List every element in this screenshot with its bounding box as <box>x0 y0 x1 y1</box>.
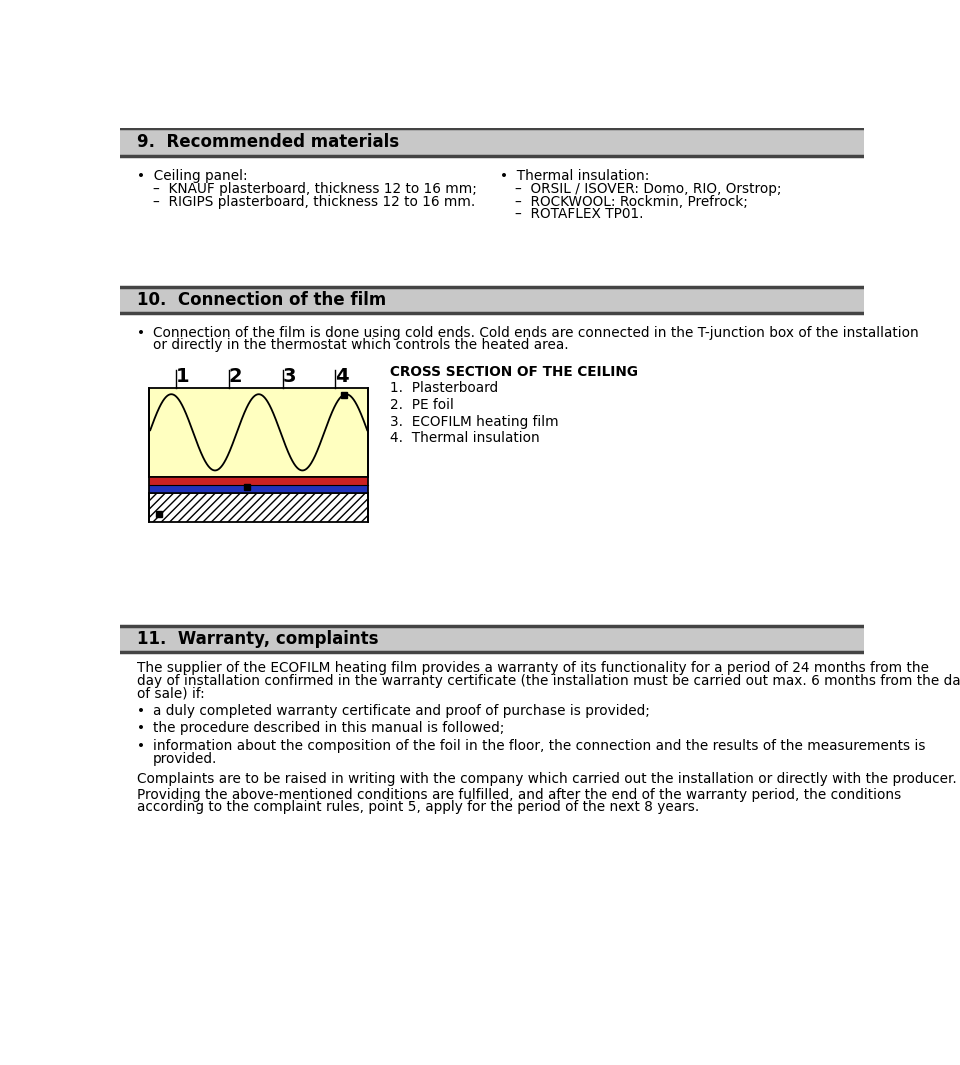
Text: or directly in the thermostat which controls the heated area.: or directly in the thermostat which cont… <box>153 339 568 353</box>
Text: –  KNAUF plasterboard, thickness 12 to 16 mm;: – KNAUF plasterboard, thickness 12 to 16… <box>153 182 476 196</box>
Text: 11.  Warranty, complaints: 11. Warranty, complaints <box>137 630 378 649</box>
Text: 1.  Plasterboard: 1. Plasterboard <box>390 381 498 395</box>
Bar <box>150 477 368 485</box>
Text: –  ROCKWOOL: Rockmin, Prefrock;: – ROCKWOOL: Rockmin, Prefrock; <box>516 195 748 209</box>
Text: 4.  Thermal insulation: 4. Thermal insulation <box>390 431 540 445</box>
Bar <box>120 626 864 652</box>
Text: provided.: provided. <box>153 752 217 766</box>
Text: •: • <box>137 721 145 736</box>
Bar <box>120 288 864 313</box>
Text: 9.  Recommended materials: 9. Recommended materials <box>137 133 399 150</box>
Text: •  Thermal insulation:: • Thermal insulation: <box>500 169 649 183</box>
Text: –  RIGIPS plasterboard, thickness 12 to 16 mm.: – RIGIPS plasterboard, thickness 12 to 1… <box>153 195 475 209</box>
Text: 2.  PE foil: 2. PE foil <box>390 398 453 412</box>
Bar <box>150 485 368 493</box>
Text: 2: 2 <box>228 366 242 386</box>
Bar <box>120 128 864 155</box>
Text: 3.  ECOFILM heating film: 3. ECOFILM heating film <box>390 414 559 428</box>
Text: of sale) if:: of sale) if: <box>137 687 204 701</box>
Text: •: • <box>137 739 145 753</box>
Text: the procedure described in this manual is followed;: the procedure described in this manual i… <box>153 721 504 736</box>
Text: –  ORSIL / ISOVER: Domo, RIO, Orstrop;: – ORSIL / ISOVER: Domo, RIO, Orstrop; <box>516 182 781 196</box>
Text: a duly completed warranty certificate and proof of purchase is provided;: a duly completed warranty certificate an… <box>153 704 649 718</box>
Text: according to the complaint rules, point 5, apply for the period of the next 8 ye: according to the complaint rules, point … <box>137 801 699 815</box>
Text: •  Ceiling panel:: • Ceiling panel: <box>137 169 248 183</box>
Text: •: • <box>137 326 145 340</box>
Text: 10.  Connection of the film: 10. Connection of the film <box>137 292 386 309</box>
Text: 3: 3 <box>283 366 297 386</box>
Text: •: • <box>137 704 145 718</box>
Bar <box>150 493 368 522</box>
Bar <box>150 388 368 477</box>
Text: Complaints are to be raised in writing with the company which carried out the in: Complaints are to be raised in writing w… <box>137 772 957 786</box>
Text: CROSS SECTION OF THE CEILING: CROSS SECTION OF THE CEILING <box>390 365 637 379</box>
Text: The supplier of the ECOFILM heating film provides a warranty of its functionalit: The supplier of the ECOFILM heating film… <box>137 661 929 675</box>
Text: Providing the above-mentioned conditions are fulfilled, and after the end of the: Providing the above-mentioned conditions… <box>137 788 901 802</box>
Text: day of installation confirmed in the warranty certificate (the installation must: day of installation confirmed in the war… <box>137 674 960 688</box>
Text: 4: 4 <box>335 366 349 386</box>
Text: 1: 1 <box>176 366 189 386</box>
Text: –  ROTAFLEX TP01.: – ROTAFLEX TP01. <box>516 208 644 222</box>
Text: Connection of the film is done using cold ends. Cold ends are connected in the T: Connection of the film is done using col… <box>153 326 919 340</box>
Text: information about the composition of the foil in the floor, the connection and t: information about the composition of the… <box>153 739 925 753</box>
